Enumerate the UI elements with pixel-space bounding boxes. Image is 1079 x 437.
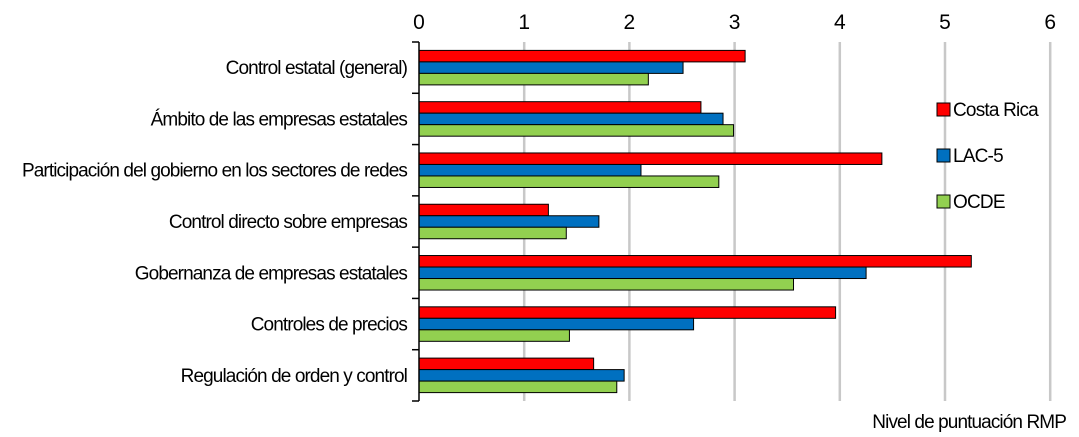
x-tick-label: 1 [518,11,530,34]
legend-label: OCDE [953,192,1005,213]
bar-lac-5 [418,215,600,228]
bar-lac-5 [418,112,724,126]
category-label: Participación del gobierno en los sector… [22,161,407,182]
x-tick-label: 3 [729,11,741,34]
category-label: Ámbito de las empresas estatales [151,109,408,130]
bar-ocde [418,226,567,240]
category-label: Gobernanza de empresas estatales [135,263,408,284]
bar-costa-rica [418,306,837,319]
bar-lac-5 [418,61,684,74]
bar-costa-rica [418,255,972,268]
legend-swatch [936,102,951,117]
bar-costa-rica [418,152,883,165]
bar-ocde [418,175,720,188]
category-label: Control estatal (general) [226,58,408,79]
category-labels: Control estatal (general) Ámbito de las e… [22,58,408,387]
bar-ocde [418,380,618,394]
category-label: Regulación de orden y control [181,366,407,387]
legend-swatch [936,148,951,163]
legend: Costa Rica LAC-5 OCDE [936,100,1040,213]
bar-lac-5 [418,317,695,331]
legend-swatch [936,194,951,209]
gridlines [522,42,1052,401]
category-label: Control directo sobre empresas [169,212,407,233]
category-label: Controles de precios [251,315,408,336]
bar-costa-rica [418,101,702,114]
x-tick-label: 4 [834,11,846,34]
x-tick-labels: 0 1 2 3 4 5 6 [413,11,1056,34]
x-tick-label: 0 [413,11,425,34]
category-axis [412,41,420,402]
bar-costa-rica [418,49,746,63]
bar-ocde [418,329,570,342]
bar-lac-5 [418,163,642,177]
bar-ocde [418,72,649,86]
legend-label: Costa Rica [953,100,1039,121]
x-tick-label: 5 [939,11,951,34]
bar-ocde [418,124,735,137]
x-axis-title: Nivel de puntuación RMP [872,412,1066,433]
x-tick-label: 6 [1044,11,1056,34]
x-tick-label: 2 [624,11,636,34]
bar-costa-rica [418,203,549,217]
bar-lac-5 [418,369,625,382]
bar-lac-5 [418,266,867,280]
legend-label: LAC-5 [953,146,1003,167]
bar-ocde [418,278,795,291]
bar-costa-rica [418,357,595,371]
bars [418,49,972,394]
